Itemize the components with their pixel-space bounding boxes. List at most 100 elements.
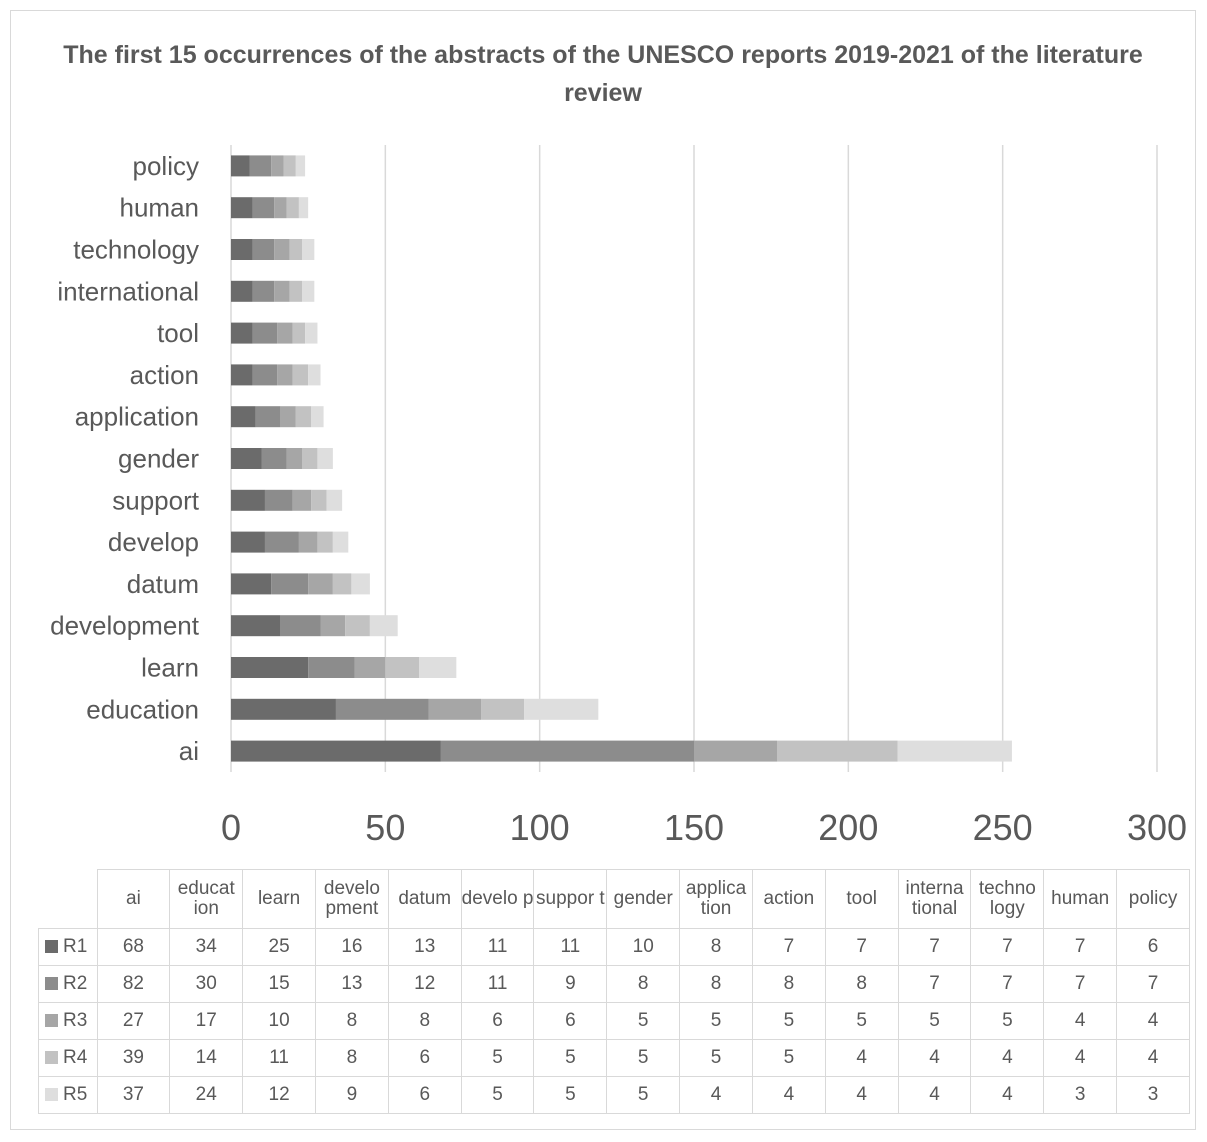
bar-r4 — [289, 280, 302, 302]
bar-r4 — [317, 531, 333, 553]
bar-r1 — [231, 573, 272, 595]
table-cell: 6 — [387, 1039, 462, 1077]
table-cell: 4 — [1116, 1002, 1190, 1040]
bar-r2 — [308, 657, 355, 678]
table-cell: 5 — [533, 1039, 608, 1077]
table-cell: 68 — [96, 928, 171, 966]
table-cell: 8 — [824, 965, 899, 1003]
bar-r1 — [231, 239, 253, 260]
bar-r1 — [231, 322, 253, 344]
table-cell: 8 — [314, 1002, 389, 1040]
category-label: policy — [133, 151, 199, 181]
bar-r5 — [369, 615, 398, 637]
table-cell: 5 — [606, 1002, 681, 1040]
bar-r2 — [271, 573, 309, 595]
table-cell: 5 — [751, 1039, 826, 1077]
table-cell: 7 — [824, 928, 899, 966]
legend-key-cell: R2 — [38, 965, 98, 1003]
table-cell: 4 — [751, 1076, 826, 1114]
category-label: tool — [157, 318, 199, 348]
x-tick-label: 100 — [510, 807, 570, 848]
legend-swatch — [45, 1014, 58, 1027]
table-cell: 4 — [970, 1076, 1045, 1114]
table-cell: 17 — [169, 1002, 244, 1040]
series-name: R2 — [63, 973, 88, 994]
bar-r2 — [280, 615, 321, 637]
chart-plot: 0 50 100 150 200 250 300 ai education learn develo… — [50, 145, 1187, 848]
table-cell: 4 — [1116, 1039, 1190, 1077]
table-column-header: learn — [242, 869, 316, 929]
table-cell: 5 — [606, 1039, 681, 1077]
table-cell: 11 — [242, 1039, 316, 1077]
table-cell: 5 — [751, 1002, 826, 1040]
bar-r2 — [252, 280, 275, 302]
x-tick-label: 250 — [973, 807, 1033, 848]
table-cell: 5 — [460, 1039, 535, 1077]
bar-r4 — [292, 322, 306, 344]
table-cell: 4 — [1043, 1039, 1118, 1077]
table-cell: 25 — [242, 928, 316, 966]
table-cell: 7 — [970, 965, 1045, 1003]
legend-swatch — [45, 1088, 58, 1101]
table-cell: 30 — [169, 965, 244, 1003]
category-label: international — [57, 276, 199, 306]
table-column-header: develo p — [460, 869, 535, 929]
table-row: R5 37 24 12 9 6 5 5 5 4 4 4 4 4 3 3 — [38, 1076, 1190, 1114]
table-cell: 13 — [314, 965, 389, 1003]
bar-r5 — [295, 155, 306, 177]
bar-r3 — [277, 322, 293, 344]
table-column-header: techno logy — [970, 869, 1045, 929]
x-tick-label: 300 — [1127, 807, 1187, 848]
bar-r4 — [345, 615, 370, 637]
table-cell: 8 — [387, 1002, 462, 1040]
table-cell: 39 — [96, 1039, 171, 1077]
table-cell: 8 — [751, 965, 826, 1003]
bar-r3 — [271, 155, 284, 177]
category-label: technology — [73, 235, 199, 265]
table-cell: 11 — [533, 928, 608, 966]
table-cell: 9 — [533, 965, 608, 1003]
bar-r2 — [261, 448, 287, 469]
bar-r3 — [286, 448, 302, 469]
data-table: ai educat ion learn develo pment datum develo… — [38, 869, 1190, 1114]
bar-r1 — [231, 448, 262, 469]
table-cell: 7 — [1043, 928, 1118, 966]
table-cell: 5 — [679, 1002, 753, 1040]
bar-r3 — [694, 740, 778, 762]
table-cell: 24 — [169, 1076, 244, 1114]
table-cell: 27 — [96, 1002, 171, 1040]
table-cell: 11 — [460, 965, 535, 1003]
table-cell: 5 — [824, 1002, 899, 1040]
bar-r2 — [255, 406, 281, 428]
bar-r4 — [292, 364, 309, 386]
table-cell: 15 — [242, 965, 316, 1003]
category-label: action — [130, 360, 199, 390]
bar-r5 — [351, 573, 370, 595]
bar-r4 — [301, 448, 318, 469]
bar-r5 — [308, 364, 321, 386]
table-cell: 16 — [314, 928, 389, 966]
series-name: R5 — [63, 1084, 88, 1105]
bar-r1 — [231, 155, 250, 177]
table-cell: 5 — [970, 1002, 1045, 1040]
bar-r2 — [252, 239, 275, 260]
table-cell: 5 — [533, 1076, 608, 1114]
bar-r4 — [385, 657, 420, 678]
table-cell: 4 — [897, 1076, 972, 1114]
table-cell: 8 — [679, 965, 753, 1003]
table-cell: 37 — [96, 1076, 171, 1114]
legend-key-cell: R1 — [38, 928, 98, 966]
legend-swatch — [45, 977, 58, 990]
table-corner-cell — [38, 869, 98, 929]
table-row: R1 68 34 25 16 13 11 11 10 8 7 7 7 7 7 6 — [38, 928, 1190, 966]
bar-r5 — [311, 406, 324, 428]
category-label: ai — [179, 736, 199, 766]
bar-r1 — [231, 197, 253, 219]
bar-r2 — [264, 489, 293, 511]
series-name: R1 — [63, 936, 88, 957]
legend-swatch — [45, 1051, 58, 1064]
bar-r3 — [292, 489, 312, 511]
bar-r3 — [274, 239, 290, 260]
table-column-header: interna tional — [897, 869, 972, 929]
table-cell: 34 — [169, 928, 244, 966]
